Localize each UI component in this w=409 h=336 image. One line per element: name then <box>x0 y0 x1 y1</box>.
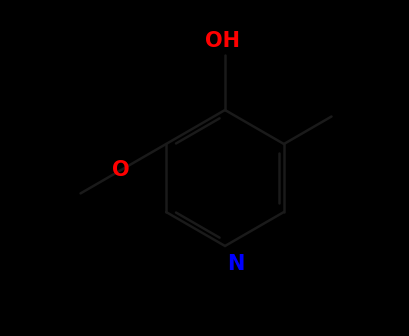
Text: O: O <box>112 160 130 180</box>
Text: N: N <box>227 254 244 274</box>
Text: OH: OH <box>205 31 240 51</box>
